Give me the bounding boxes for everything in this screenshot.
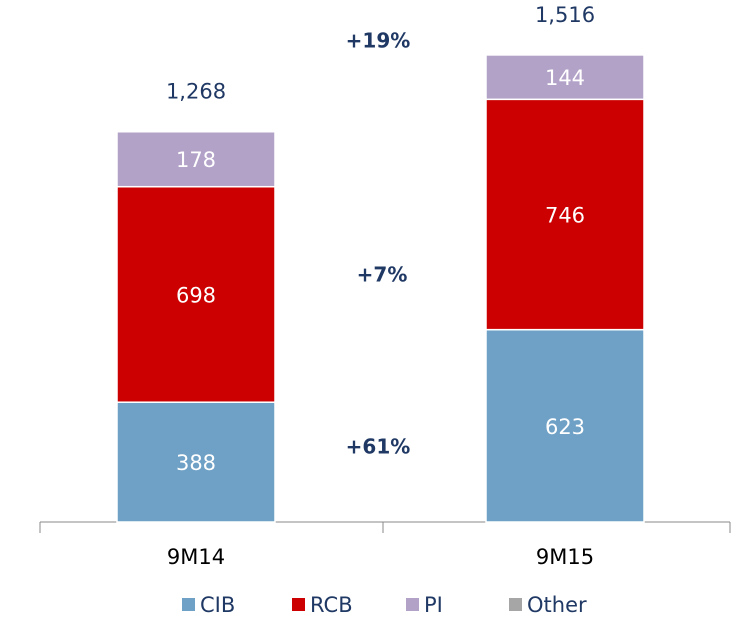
- annotation: +19%: [346, 29, 411, 53]
- total-label: 1,268: [166, 80, 226, 104]
- bar-segment: [485, 54, 645, 101]
- bar-segment: [485, 98, 645, 331]
- annotation: +7%: [357, 263, 408, 287]
- legend-label: CIB: [200, 593, 235, 617]
- legend-swatch: [292, 598, 305, 611]
- bar-segment: [485, 53, 645, 56]
- legend-label: Other: [527, 593, 587, 617]
- segment-label: 178: [176, 148, 216, 172]
- x-tick-label: 9M14: [167, 545, 225, 569]
- segment-label: 746: [545, 203, 585, 227]
- legend-label: RCB: [310, 593, 353, 617]
- bar-segment: [116, 185, 276, 403]
- segment-label: 698: [176, 283, 216, 307]
- bar-segment: [485, 328, 645, 523]
- bar-segment: [116, 401, 276, 523]
- legend-swatch: [509, 598, 522, 611]
- x-tick-label: 9M15: [536, 545, 594, 569]
- total-label: 1,516: [535, 3, 595, 27]
- bar-segment: [116, 129, 276, 133]
- segment-label: 388: [176, 451, 216, 475]
- annotation: +61%: [346, 435, 411, 459]
- legend-swatch: [406, 598, 419, 611]
- segment-label: 144: [545, 66, 585, 90]
- legend-swatch: [182, 598, 195, 611]
- segment-label: 623: [545, 415, 585, 439]
- legend-label: PI: [424, 593, 443, 617]
